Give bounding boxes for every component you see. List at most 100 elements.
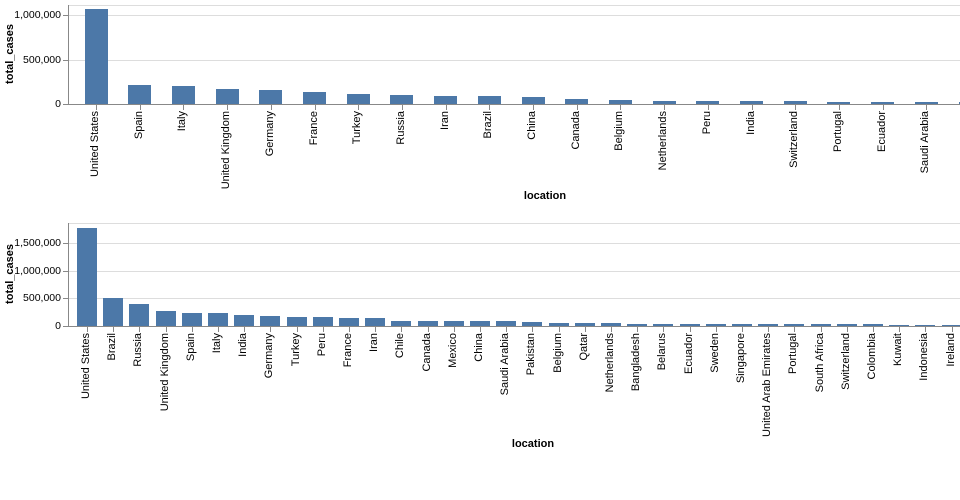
x-axis-category-label: Ecuador <box>875 111 888 152</box>
x-axis-category-label: Netherlands <box>657 111 670 171</box>
bottom-total-cases-chart: 0 500,000 1,000,000 1,500,000 United States B… <box>0 210 960 500</box>
x-axis-category-label: Bangladesh <box>630 333 643 392</box>
x-axis-category-label: Belgium <box>551 333 564 373</box>
x-axis-tick <box>533 105 534 110</box>
y-axis-tick-label: 1,000,000 <box>14 264 61 277</box>
bar <box>84 9 108 104</box>
x-axis-category-label: Switzerland <box>788 111 801 168</box>
bar <box>286 317 307 326</box>
x-axis-category-label: France <box>342 333 354 368</box>
x-axis-category-label: Peru <box>315 333 328 357</box>
bar <box>758 324 779 326</box>
y-axis-tick-label: 1,500,000 <box>14 236 61 249</box>
x-axis-tick <box>489 105 491 110</box>
x-axis-tick <box>139 105 141 110</box>
bar <box>171 86 195 104</box>
bar <box>652 101 676 104</box>
y-axis-tick <box>63 59 68 61</box>
bar <box>155 311 176 326</box>
y-axis-line <box>68 223 69 326</box>
x-axis-category-label: Ecuador <box>682 333 695 374</box>
y-axis-tick-label: 0 <box>55 98 61 110</box>
bar <box>260 316 281 326</box>
bar <box>914 102 938 104</box>
x-axis-tick <box>183 105 185 110</box>
bar <box>477 96 501 104</box>
x-axis-line <box>68 104 960 105</box>
x-axis-category-label: India <box>237 333 250 357</box>
x-axis-tick <box>742 327 743 332</box>
x-axis-category-label: Canada <box>569 111 582 150</box>
bar <box>548 323 569 326</box>
x-axis-tick <box>707 105 709 110</box>
bar <box>740 101 763 104</box>
bar <box>783 101 807 104</box>
x-axis-tick <box>620 105 622 110</box>
y-gridline <box>68 298 960 300</box>
bar <box>784 324 805 326</box>
bar <box>521 97 545 104</box>
bar <box>208 313 228 326</box>
bar <box>365 318 386 326</box>
y-axis-tick <box>63 15 68 17</box>
x-axis-category-label: France <box>307 111 320 146</box>
bar <box>215 89 239 104</box>
x-axis-category-label: Portugal <box>787 333 800 374</box>
bar <box>871 102 895 104</box>
y-axis-tick <box>63 270 68 272</box>
bar <box>836 324 857 326</box>
y-axis-title: total_cases <box>4 244 16 304</box>
x-axis-tick <box>191 327 193 332</box>
x-axis-category-label: China <box>473 333 485 362</box>
bar <box>810 324 831 326</box>
x-axis-category-label: Kuwait <box>892 333 905 367</box>
x-axis-title: location <box>523 190 567 202</box>
x-axis-tick <box>795 105 797 110</box>
bar <box>522 322 543 326</box>
x-axis-tick <box>349 327 350 332</box>
x-axis-tick <box>951 327 953 332</box>
bar <box>679 324 700 326</box>
bar <box>129 304 150 326</box>
x-axis-category-label: Brazil <box>106 333 119 361</box>
bar <box>181 313 202 326</box>
x-axis-tick <box>401 327 403 332</box>
x-axis-tick <box>427 327 429 332</box>
bar <box>696 101 720 104</box>
y-axis-tick <box>63 104 68 105</box>
bar <box>234 315 255 326</box>
x-axis-category-label: United Arab Emirates <box>761 333 774 437</box>
x-axis-category-label: Sweden <box>708 333 721 373</box>
x-axis-tick <box>663 327 665 332</box>
x-axis-title: location <box>511 438 555 450</box>
bar <box>128 85 152 104</box>
x-axis-tick <box>139 327 141 332</box>
x-axis-tick <box>751 105 753 110</box>
bar <box>77 228 97 326</box>
x-axis-tick <box>576 105 578 110</box>
x-axis-category-label: Russia <box>394 111 407 145</box>
x-axis-category-label: Mexico <box>446 333 459 368</box>
x-axis-category-label: Spain <box>184 333 197 362</box>
x-axis-tick <box>838 105 840 110</box>
x-axis-category-label: Singapore <box>735 333 747 384</box>
bar <box>863 324 883 326</box>
x-axis-tick <box>113 327 115 332</box>
x-axis-tick <box>558 327 560 332</box>
y-gridline <box>68 270 960 272</box>
x-axis-category-label: Ireland <box>944 333 957 367</box>
x-axis-tick <box>375 327 377 332</box>
x-axis-category-label: United Kingdom <box>220 111 233 190</box>
x-axis-category-label: China <box>526 111 538 140</box>
bar <box>958 102 960 104</box>
x-axis-category-label: Qatar <box>577 333 590 361</box>
bar <box>574 323 595 326</box>
x-axis-category-label: Germany <box>263 333 276 379</box>
bar <box>390 95 414 104</box>
x-axis-tick <box>401 105 403 110</box>
x-axis-category-label: United States <box>89 111 101 178</box>
x-axis-tick <box>96 105 97 110</box>
x-axis-category-label: Italy <box>211 333 223 354</box>
x-axis-category-label: Colombia <box>866 333 878 380</box>
